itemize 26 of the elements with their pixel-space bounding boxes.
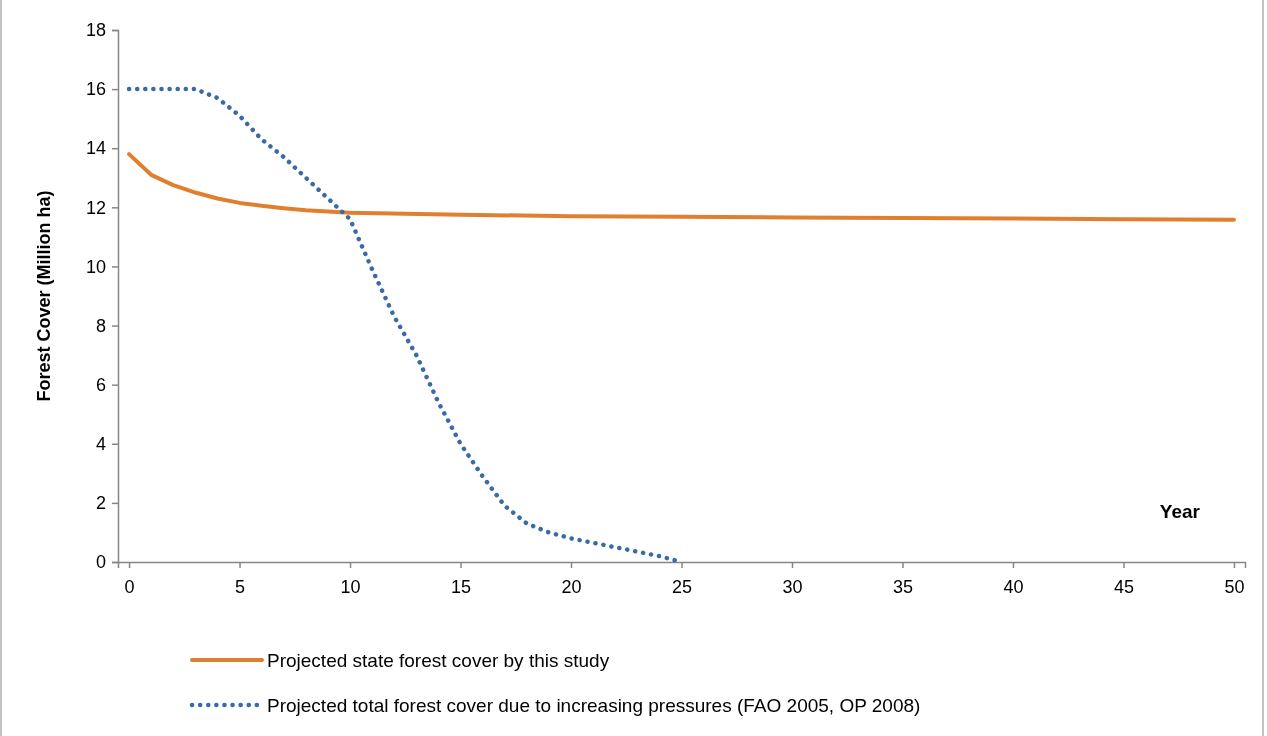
line-series: [127, 152, 1236, 222]
y-tick-label: 4: [95, 434, 106, 455]
x-tick-label: 15: [451, 576, 472, 597]
x-tick-label: 25: [671, 576, 693, 597]
x-tick-label: 5: [235, 576, 246, 597]
y-tick-label: 18: [85, 20, 106, 41]
x-tick-label: 50: [1224, 576, 1245, 597]
y-tick-label: 6: [95, 374, 106, 395]
y-tick-label: 10: [85, 256, 106, 277]
y-tick-label: 14: [85, 138, 106, 159]
legend-label: Projected state forest cover by this study: [267, 650, 610, 671]
y-tick-label: 12: [85, 197, 106, 218]
y-tick-label: 2: [95, 493, 106, 514]
x-tick-label: 45: [1113, 576, 1134, 597]
x-tick-label: 20: [561, 576, 582, 597]
x-tick-label: 40: [1003, 576, 1024, 597]
x-tick-label: 0: [124, 576, 135, 597]
x-tick-label: 10: [340, 576, 361, 597]
y-tick-label: 8: [95, 315, 106, 336]
legend-label: Projected total forest cover due to increasing pressures (FAO 2005, OP 2008): [267, 695, 921, 716]
y-tick-label: 16: [85, 79, 106, 100]
x-tick-label: 30: [782, 576, 803, 597]
x-axis-title: Year: [1159, 501, 1201, 522]
x-tick-label: 35: [892, 576, 913, 597]
y-axis-title: Forest Cover (Million ha): [34, 190, 54, 402]
y-tick-label: 0: [95, 552, 106, 573]
